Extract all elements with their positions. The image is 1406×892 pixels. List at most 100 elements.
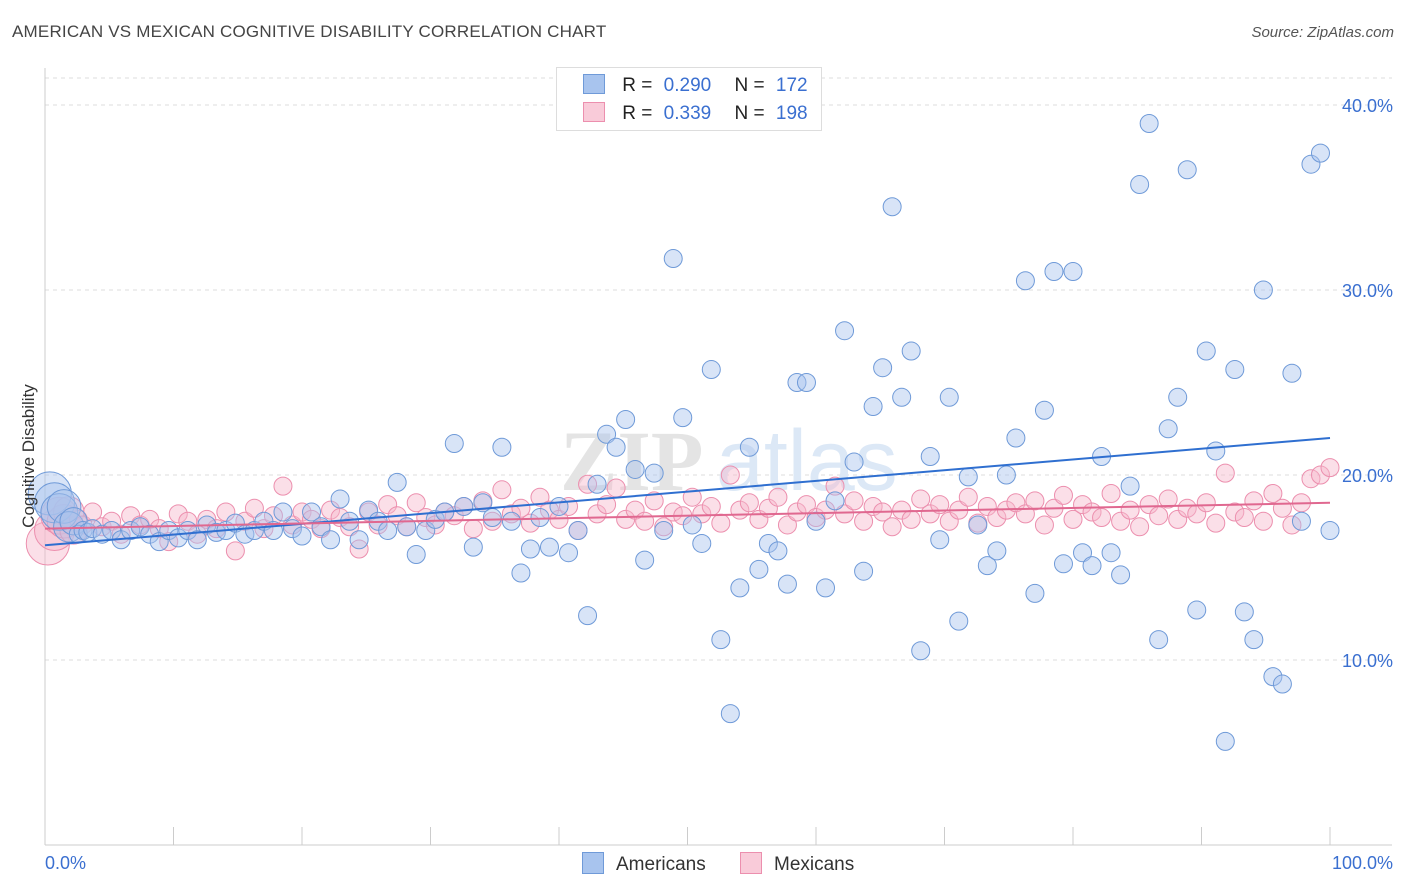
americans-point <box>987 541 1007 561</box>
americans-point <box>40 493 79 531</box>
americans-point <box>425 509 445 529</box>
americans-point <box>692 533 712 553</box>
mexicans-point <box>1006 493 1026 513</box>
mexicans-r-value: 0.339 <box>663 103 712 124</box>
mexicans-point <box>1253 511 1273 531</box>
mexicans-trend-line <box>44 501 1331 530</box>
americans-point <box>1082 556 1102 576</box>
americans-point <box>321 530 341 550</box>
americans-point <box>806 511 826 531</box>
mexicans-n-value: 198 <box>775 103 808 124</box>
americans-point <box>835 321 855 341</box>
mexicans-point <box>1244 491 1264 511</box>
americans-points <box>27 114 1340 751</box>
y-tick-label: 40.0% <box>1342 96 1393 116</box>
mexicans-point <box>825 476 845 496</box>
mexicans-point <box>1139 495 1159 515</box>
x-tick-label: 100.0% <box>1332 853 1393 873</box>
americans-trend-line <box>44 437 1331 547</box>
americans-point <box>1187 600 1207 620</box>
americans-point <box>816 578 836 598</box>
mexicans-point <box>406 493 426 513</box>
mexicans-point <box>168 504 188 524</box>
mexicans-point <box>1206 513 1226 533</box>
americans-legend-label: Americans <box>616 854 706 875</box>
americans-point <box>501 511 521 531</box>
mexicans-point <box>1215 463 1235 483</box>
mexicans-point <box>844 491 864 511</box>
mexicans-point <box>1196 493 1216 513</box>
americans-point <box>1139 114 1159 133</box>
americans-point <box>730 578 750 598</box>
mexicans-point <box>701 496 721 516</box>
mexicans-point <box>939 511 959 531</box>
americans-point <box>1130 175 1150 195</box>
mexicans-r-label: R = <box>622 103 653 124</box>
americans-point <box>1168 387 1188 407</box>
x-tick-label: 0.0% <box>45 853 86 873</box>
americans-point <box>1206 441 1226 461</box>
americans-point <box>1111 565 1131 585</box>
y-tick-label: 20.0% <box>1342 466 1393 486</box>
legend-row-mexicans: R = 0.339 N = 198 <box>583 102 808 126</box>
americans-point <box>1253 280 1273 300</box>
mexicans-point <box>321 500 341 520</box>
americans-point <box>225 513 245 533</box>
americans-point <box>644 463 664 483</box>
americans-point <box>682 515 702 535</box>
americans-point <box>1310 143 1330 163</box>
americans-point <box>406 545 426 565</box>
mexicans-point <box>511 498 531 518</box>
americans-point <box>911 641 931 661</box>
americans-point <box>844 452 864 472</box>
mexicans-point <box>644 491 664 511</box>
americans-point <box>482 508 502 528</box>
americans-point <box>863 397 883 417</box>
mexicans-point <box>292 502 312 522</box>
americans-n-label: N = <box>734 75 765 96</box>
americans-point <box>882 197 902 217</box>
mexicans-point <box>1282 515 1302 535</box>
mexicans-point <box>378 495 398 515</box>
americans-point <box>768 541 788 561</box>
americans-point <box>1034 400 1054 420</box>
americans-point <box>920 447 940 466</box>
americans-point <box>520 539 540 559</box>
mexicans-point <box>1053 485 1073 505</box>
mexicans-swatch <box>583 102 605 122</box>
americans-point <box>463 537 483 557</box>
mexicans-point <box>1263 484 1283 503</box>
americans-point <box>444 434 464 454</box>
mexicans-point <box>1063 509 1083 529</box>
svg-text:atlas: atlas <box>716 413 898 509</box>
mexicans-point <box>958 487 978 507</box>
americans-point <box>387 472 407 492</box>
americans-n-value: 172 <box>775 75 808 96</box>
americans-point <box>302 502 322 522</box>
americans-point <box>949 611 969 631</box>
mexicans-point <box>1272 498 1292 518</box>
mexicans-point <box>1073 495 1093 515</box>
americans-point <box>1301 154 1321 174</box>
americans-point <box>1234 602 1254 622</box>
americans-point <box>1006 428 1026 448</box>
americans-point <box>292 526 312 546</box>
americans-point <box>1320 521 1340 540</box>
americans-point <box>349 530 369 550</box>
mexicans-point <box>739 493 759 513</box>
mexicans-point <box>911 489 931 509</box>
y-axis-label: Cognitive Disability <box>19 384 38 528</box>
mexicans-point <box>1234 508 1254 528</box>
mexicans-point <box>244 498 264 518</box>
americans-point <box>606 437 626 457</box>
americans-point <box>892 387 912 407</box>
americans-point <box>796 373 816 392</box>
americans-point <box>454 496 474 516</box>
chart-title: AMERICAN VS MEXICAN COGNITIVE DISABILITY… <box>12 22 607 41</box>
americans-point <box>330 489 350 509</box>
americans-point <box>46 489 82 524</box>
legend-row-americans: R = 0.290 N = 172 <box>583 74 808 98</box>
americans-point <box>977 556 997 576</box>
mexicans-point <box>758 498 778 518</box>
axes <box>44 68 1392 846</box>
